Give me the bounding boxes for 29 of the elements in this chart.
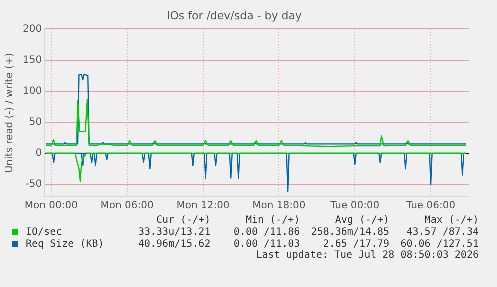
y-tick-label: 200 bbox=[22, 24, 42, 35]
text: 60.06 /127.51 bbox=[400, 238, 479, 250]
y-tick-label: 50 bbox=[29, 117, 42, 128]
text: 258.36m/14.85 bbox=[310, 226, 390, 238]
x-tick-label: Mon 06:00 bbox=[100, 200, 154, 212]
text: 33.33u/13.21 bbox=[137, 226, 211, 238]
x-tick-label: Tue 06:00 bbox=[406, 200, 456, 212]
y-tick-label: 0 bbox=[36, 148, 42, 160]
y-tick-label: 100 bbox=[22, 86, 42, 97]
text: Avg (-/+) bbox=[334, 215, 390, 226]
legend-label: Req Size (KB) bbox=[26, 238, 104, 250]
text: 2.65 /17.79 bbox=[322, 238, 390, 250]
text: Last update: Tue Jul 28 08:50:03 2026 bbox=[255, 250, 479, 261]
text: Min (-/+) bbox=[244, 215, 300, 226]
text: Cur (-/+) bbox=[156, 215, 211, 226]
text: 0.00 /11.86 bbox=[232, 226, 300, 238]
legend-label: IO/sec bbox=[26, 226, 62, 238]
chart-title: IOs for /dev/sda - by day bbox=[166, 9, 303, 22]
text: 40.96m/15.62 bbox=[137, 238, 211, 250]
x-tick-label: Mon 00:00 bbox=[24, 200, 78, 212]
y-tick-label: -50 bbox=[26, 179, 42, 190]
y-tick-label: 150 bbox=[22, 54, 42, 66]
x-tick-label: Mon 12:00 bbox=[176, 200, 230, 212]
y-axis-title: Units read (-) / write (+) bbox=[4, 52, 16, 174]
x-tick-label: Mon 18:00 bbox=[252, 200, 306, 212]
text: Max (-/+) bbox=[424, 215, 479, 226]
text: 43.57 /87.34 bbox=[406, 226, 479, 238]
text: 0.00 /11.03 bbox=[232, 238, 300, 250]
x-tick-label: Tue 00:00 bbox=[330, 200, 380, 212]
